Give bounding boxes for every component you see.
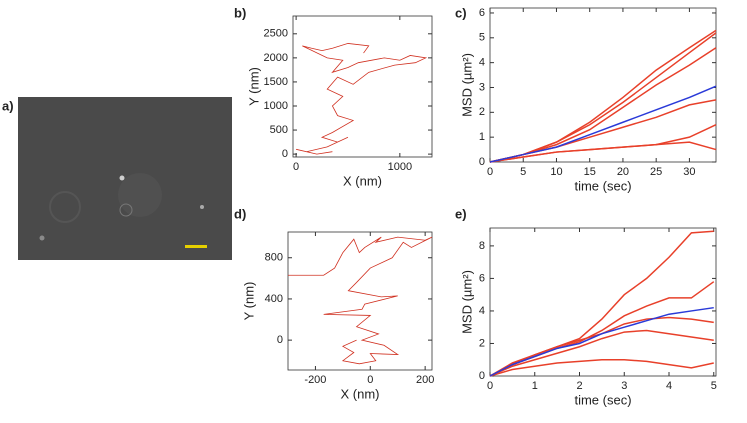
y-tick-label: 2 — [479, 337, 485, 349]
data-line — [489, 99, 717, 163]
x-tick-label: -200 — [304, 374, 326, 386]
y-tick-label: 3 — [479, 81, 485, 93]
panel-label: e) — [455, 206, 467, 221]
x-tick-label: 0 — [487, 380, 493, 392]
panel-label: c) — [455, 5, 467, 20]
x-tick-label: 2 — [576, 380, 582, 392]
x-axis-label: time (sec) — [574, 178, 631, 193]
y-tick-label: 4 — [479, 305, 485, 317]
y-tick-label: 1000 — [264, 100, 288, 112]
x-tick-label: 1000 — [388, 161, 412, 173]
plot-frame — [489, 227, 717, 377]
y-tick-label: 6 — [479, 7, 485, 19]
data-line — [489, 85, 717, 163]
y-tick-label: 0 — [479, 370, 485, 382]
y-axis-label: Y (nm) — [241, 282, 256, 321]
x-axis-label: X (nm) — [341, 386, 380, 401]
data-line — [489, 358, 714, 377]
x-tick-label: 0 — [293, 161, 299, 173]
data-line — [489, 141, 717, 163]
y-tick-label: 2 — [479, 106, 485, 118]
data-line — [489, 329, 714, 377]
data-line — [489, 47, 717, 163]
x-axis-label: X (nm) — [343, 173, 382, 188]
x-tick-label: 15 — [584, 166, 596, 178]
x-tick-label: 10 — [550, 166, 562, 178]
x-tick-label: 1 — [532, 380, 538, 392]
x-tick-label: 0 — [487, 166, 493, 178]
x-tick-label: 0 — [367, 374, 373, 386]
data-line — [288, 236, 433, 365]
panel-label: d) — [234, 206, 246, 221]
x-tick-label: 3 — [621, 380, 627, 392]
x-tick-label: 4 — [666, 380, 672, 392]
x-tick-label: 30 — [683, 166, 695, 178]
y-tick-label: 4 — [479, 57, 485, 69]
y-axis-label: MSD (µm²) — [459, 270, 474, 334]
panel-label: b) — [234, 5, 246, 20]
data-line — [489, 281, 715, 377]
y-tick-label: 8 — [479, 240, 485, 252]
x-tick-label: 5 — [711, 380, 717, 392]
y-tick-label: 1 — [479, 131, 485, 143]
plot-frame — [287, 231, 433, 371]
plot-frame — [292, 15, 433, 158]
x-tick-label: 200 — [416, 374, 434, 386]
y-tick-label: 0 — [479, 156, 485, 168]
x-tick-label: 25 — [650, 166, 662, 178]
y-tick-label: 5 — [479, 32, 485, 44]
y-tick-label: 400 — [265, 293, 283, 305]
x-axis-label: time (sec) — [574, 392, 631, 407]
x-tick-label: 5 — [520, 166, 526, 178]
y-tick-label: 500 — [270, 124, 288, 136]
y-axis-label: MSD (µm²) — [459, 53, 474, 117]
data-line — [296, 43, 428, 155]
y-tick-label: 0 — [282, 148, 288, 160]
y-axis-label: Y (nm) — [246, 67, 261, 106]
panel-label: a) — [2, 98, 14, 113]
x-tick-label: 20 — [617, 166, 629, 178]
y-tick-label: 1500 — [264, 76, 288, 88]
y-tick-label: 6 — [479, 272, 485, 284]
plot-frame — [489, 7, 717, 163]
y-tick-label: 800 — [265, 252, 283, 264]
y-tick-label: 2000 — [264, 52, 288, 64]
y-tick-label: 0 — [277, 334, 283, 346]
data-line — [489, 230, 714, 377]
micrograph — [18, 97, 232, 260]
y-tick-label: 2500 — [264, 28, 288, 40]
data-line — [489, 306, 714, 377]
